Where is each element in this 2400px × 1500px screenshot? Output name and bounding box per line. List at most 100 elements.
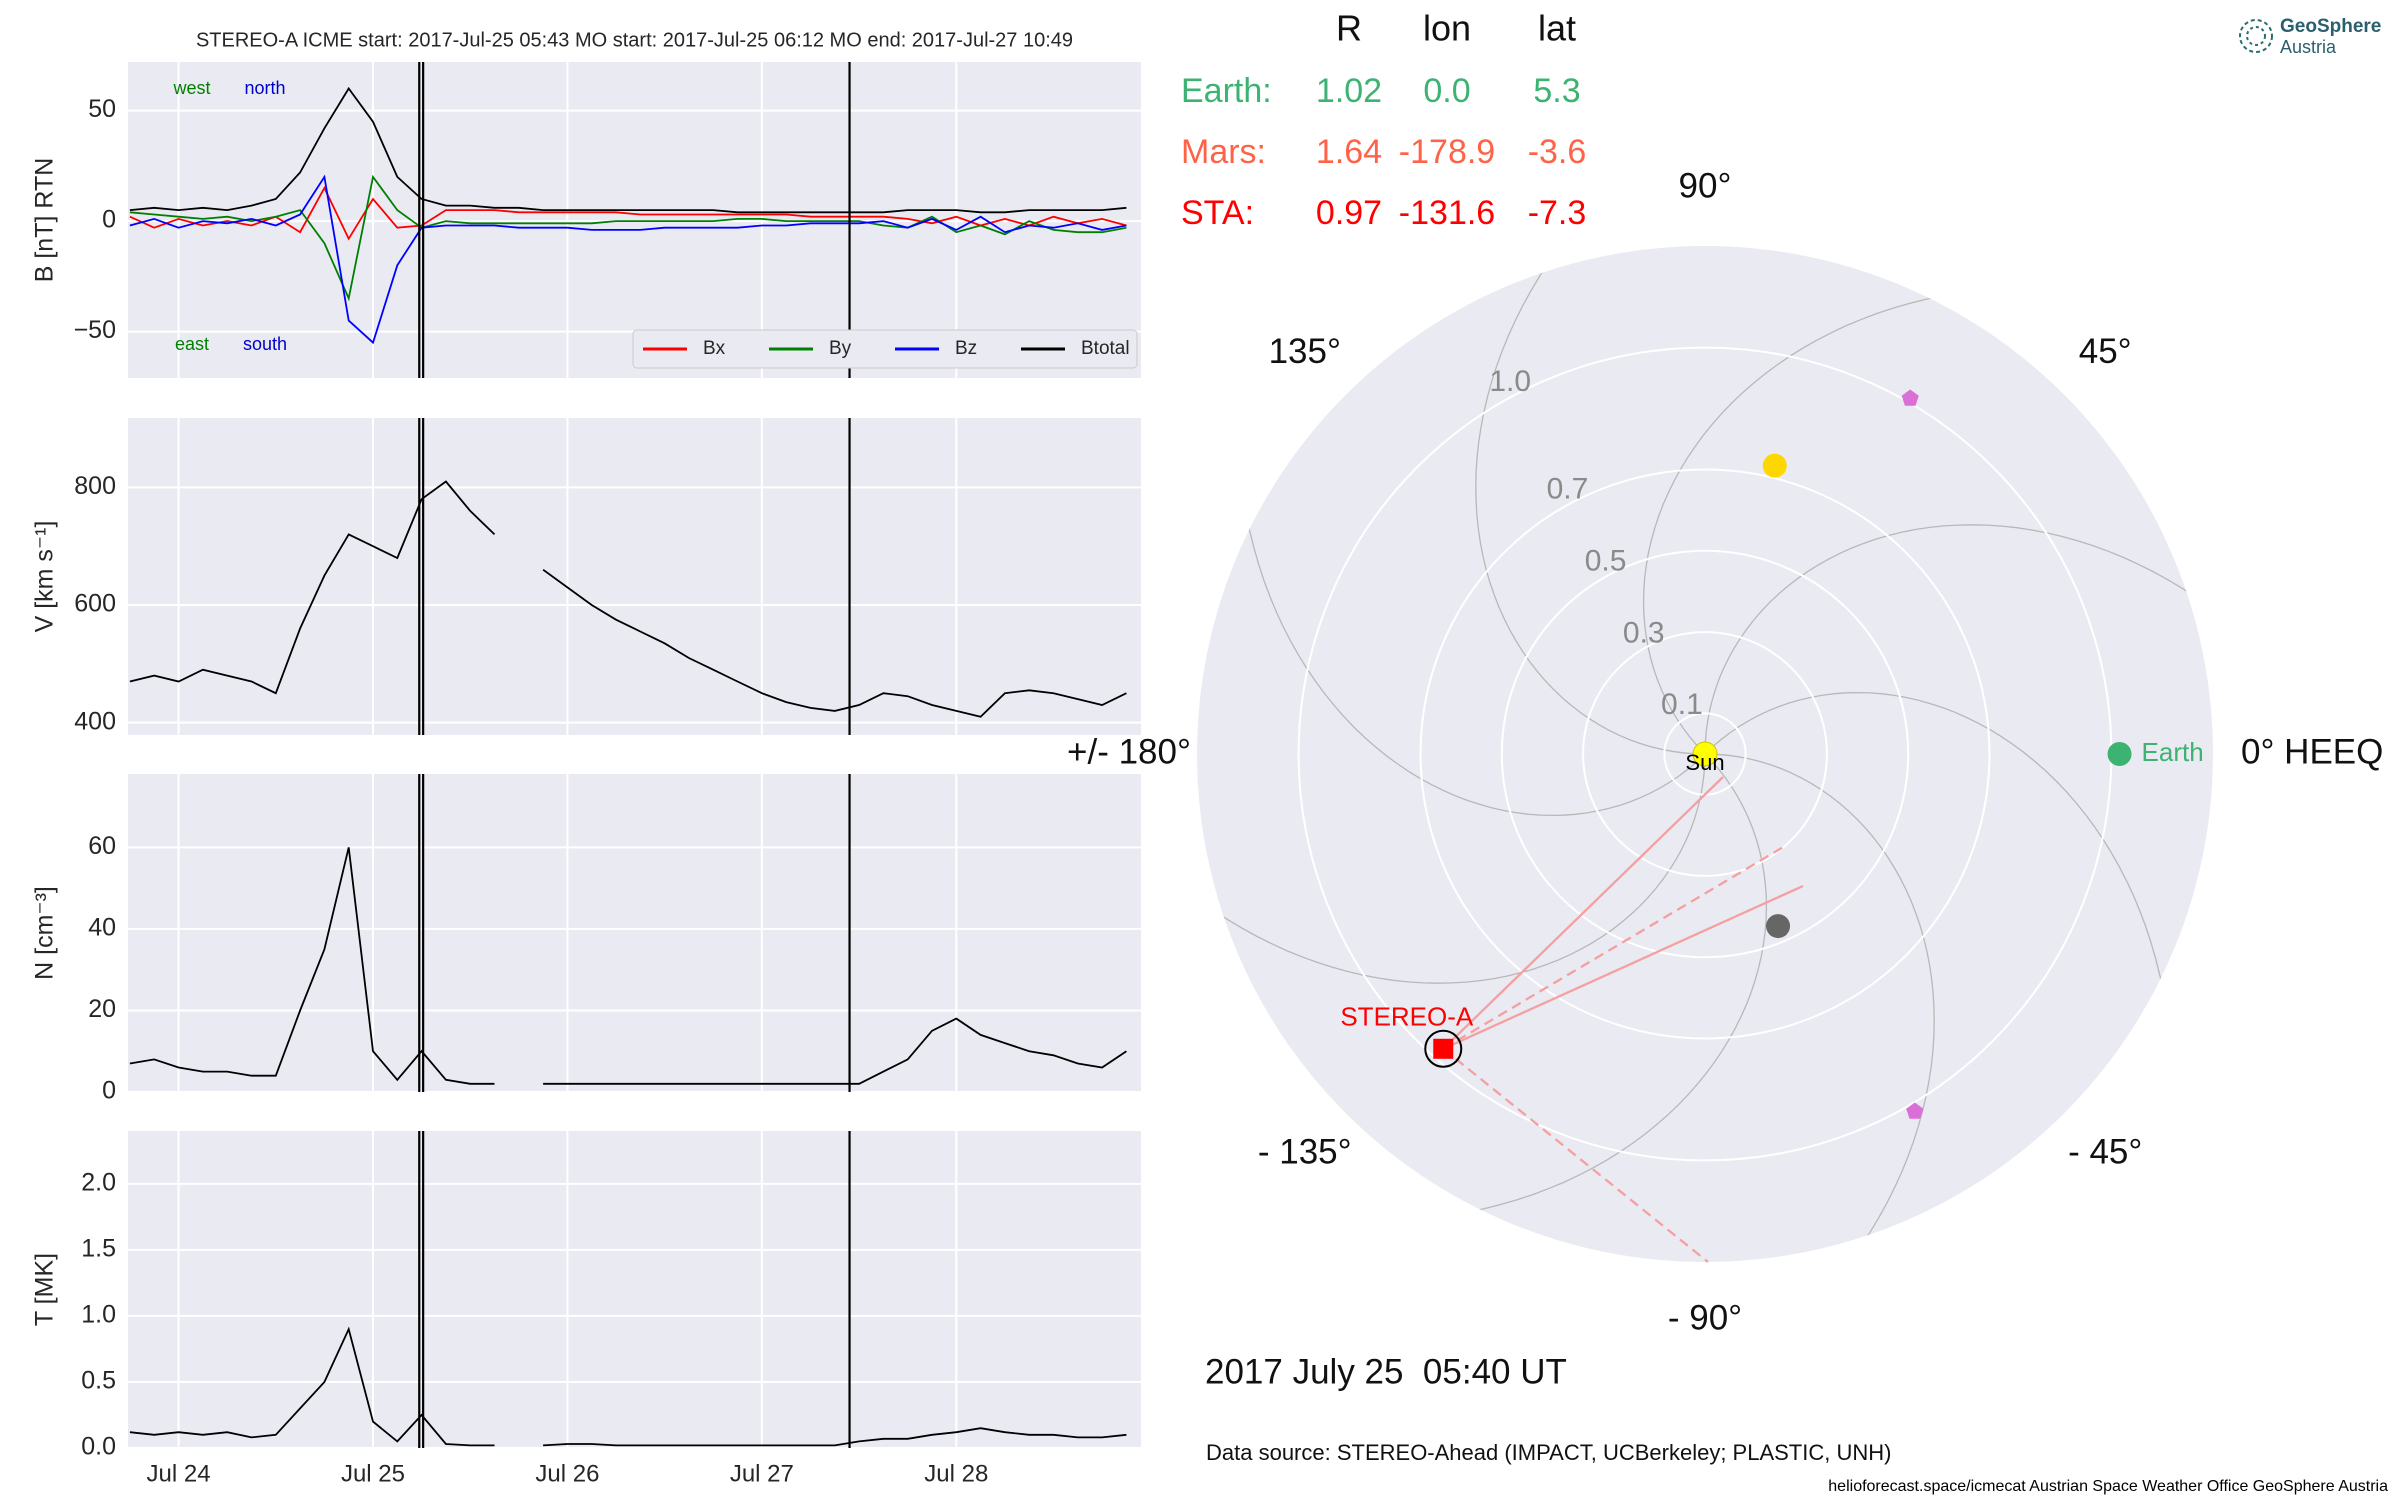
body-marker: [1766, 914, 1791, 939]
chart-title: STEREO-A ICME start: 2017-Jul-25 05:43 M…: [196, 29, 1073, 51]
y-tick-label: 0.0: [81, 1433, 116, 1461]
x-tick-label: Jul 24: [147, 1460, 211, 1487]
spiral: [1475, 246, 1736, 755]
body-marker: [1901, 389, 1919, 406]
grid-circle: [1419, 468, 1991, 1040]
sun-label: Sun: [1685, 750, 1724, 775]
x-tick-label: Jul 27: [730, 1460, 794, 1487]
data-line: [129, 1326, 1127, 1447]
annotation: west: [172, 78, 210, 98]
table-cell: 0.0: [1423, 72, 1470, 110]
r-tick-label: 0.1: [1661, 688, 1703, 721]
table-cell: -3.6: [1528, 133, 1587, 171]
body-label: STEREO-A: [1340, 1002, 1474, 1032]
plot-area: [128, 1131, 1141, 1448]
theta-tick-label: - 90°: [1668, 1298, 1742, 1337]
y-tick-label: 20: [88, 995, 116, 1023]
panel: 400 600 800 V [km s⁻¹]: [31, 418, 1141, 735]
fov-line: [1442, 776, 1724, 1050]
table-cell: -178.9: [1399, 133, 1495, 171]
legend-label: Bz: [955, 338, 977, 359]
panel: 0.0 0.5 1.0 1.5 2.0 Jul 24 Jul 25 Jul 26 Jul 27 J…: [31, 1131, 1141, 1487]
y-axis-label: T [MK]: [31, 1253, 59, 1326]
table-cell: 1.64: [1316, 133, 1382, 171]
fov-line: [1442, 845, 1786, 1050]
r-tick-label: 1.0: [1489, 365, 1531, 398]
annotation: north: [244, 78, 285, 98]
y-axis-label: B [nT] RTN: [31, 158, 59, 283]
y-tick-label: 40: [88, 914, 116, 942]
annotation: south: [243, 334, 287, 354]
date-text: 2017 July 25 05:40 UT: [1205, 1352, 1567, 1391]
r-tick-label: 0.5: [1585, 545, 1627, 578]
r-tick-label: 0.3: [1623, 616, 1665, 649]
table-cell: 5.3: [1533, 72, 1580, 110]
legend-box: [632, 329, 1138, 369]
data-line: [129, 86, 1127, 214]
panel: 0 20 40 60 N [cm⁻³]: [31, 774, 1141, 1105]
table-header: lon: [1423, 8, 1471, 49]
body-marker-ring: [1424, 1029, 1463, 1068]
table-row-name: Earth:: [1181, 72, 1272, 110]
table-header: R: [1336, 8, 1362, 49]
y-axis-label: N [cm⁻³]: [31, 886, 59, 980]
annotation: east: [175, 334, 209, 354]
spiral: [1197, 723, 1706, 984]
r-tick-label: 0.7: [1547, 473, 1589, 506]
logo-icon: [2239, 19, 2273, 53]
theta-tick-label: - 45°: [2068, 1132, 2142, 1171]
x-tick-label: Jul 28: [924, 1460, 988, 1487]
y-tick-label: 0: [102, 206, 116, 234]
theta-tick-label: 135°: [1269, 332, 1341, 371]
data-line: [129, 186, 1127, 241]
fov-line: [1442, 1047, 1709, 1263]
table-cell: 1.02: [1316, 72, 1382, 110]
grid-circle: [1582, 631, 1828, 877]
theta-tick-label: 90°: [1679, 166, 1732, 205]
y-tick-label: 60: [88, 832, 116, 860]
legend-label: By: [829, 338, 852, 359]
theta-tick-label: 45°: [2079, 332, 2132, 371]
legend-label: Bx: [703, 338, 726, 359]
spiral: [1674, 753, 1935, 1262]
sun-marker: [1692, 741, 1718, 767]
theta-tick-label: +/- 180°: [1067, 732, 1191, 771]
data-line: [129, 847, 1127, 1085]
y-tick-label: 600: [74, 590, 116, 618]
plot-area: [128, 418, 1141, 735]
plot-area: [128, 774, 1141, 1092]
logo: GeoSphere Austria: [2239, 16, 2381, 57]
plot-area: [128, 62, 1141, 378]
y-tick-label: 0: [102, 1077, 116, 1105]
table-header: lat: [1538, 8, 1576, 49]
table-row-name: STA:: [1181, 194, 1254, 232]
y-tick-label: 1.5: [81, 1234, 116, 1262]
body-marker: [1433, 1038, 1454, 1059]
y-tick-label: 1.0: [81, 1301, 116, 1329]
table-row-name: Mars:: [1181, 133, 1266, 171]
fov-line: [1442, 884, 1804, 1050]
y-tick-label: 2.0: [81, 1168, 116, 1196]
theta-tick-label: - 135°: [1258, 1132, 1352, 1171]
data-source: Data source: STEREO-Ahead (IMPACT, UCBer…: [1206, 1440, 1891, 1465]
data-line: [129, 174, 1127, 302]
logo-name: GeoSphere: [2280, 16, 2381, 37]
body-label: Earth: [2142, 737, 2204, 767]
polar-plot: 0.1 0.3 0.5 0.7 1.0 0° HEEQ 45° 90° 135° +/- 180°…: [1067, 8, 2383, 1465]
spiral: [1704, 524, 2213, 785]
logo-icon: [2246, 26, 2266, 46]
body-marker: [2107, 742, 2132, 766]
x-tick-label: Jul 26: [535, 1460, 599, 1487]
table-cell: 0.97: [1316, 194, 1382, 232]
panel: −50 0 50 B [nT] RTN STEREO-A ICME start: 201…: [31, 29, 1141, 378]
table-cell: -7.3: [1528, 194, 1587, 232]
table-cell: -131.6: [1399, 194, 1495, 232]
body-marker: [1906, 1102, 1924, 1119]
data-line: [129, 174, 1127, 345]
footer: helioforecast.space/icmecat Austrian Spa…: [1828, 1478, 2388, 1495]
logo-sub: Austria: [2280, 37, 2337, 57]
y-tick-label: −50: [74, 316, 116, 344]
x-tick-label: Jul 25: [341, 1460, 405, 1487]
